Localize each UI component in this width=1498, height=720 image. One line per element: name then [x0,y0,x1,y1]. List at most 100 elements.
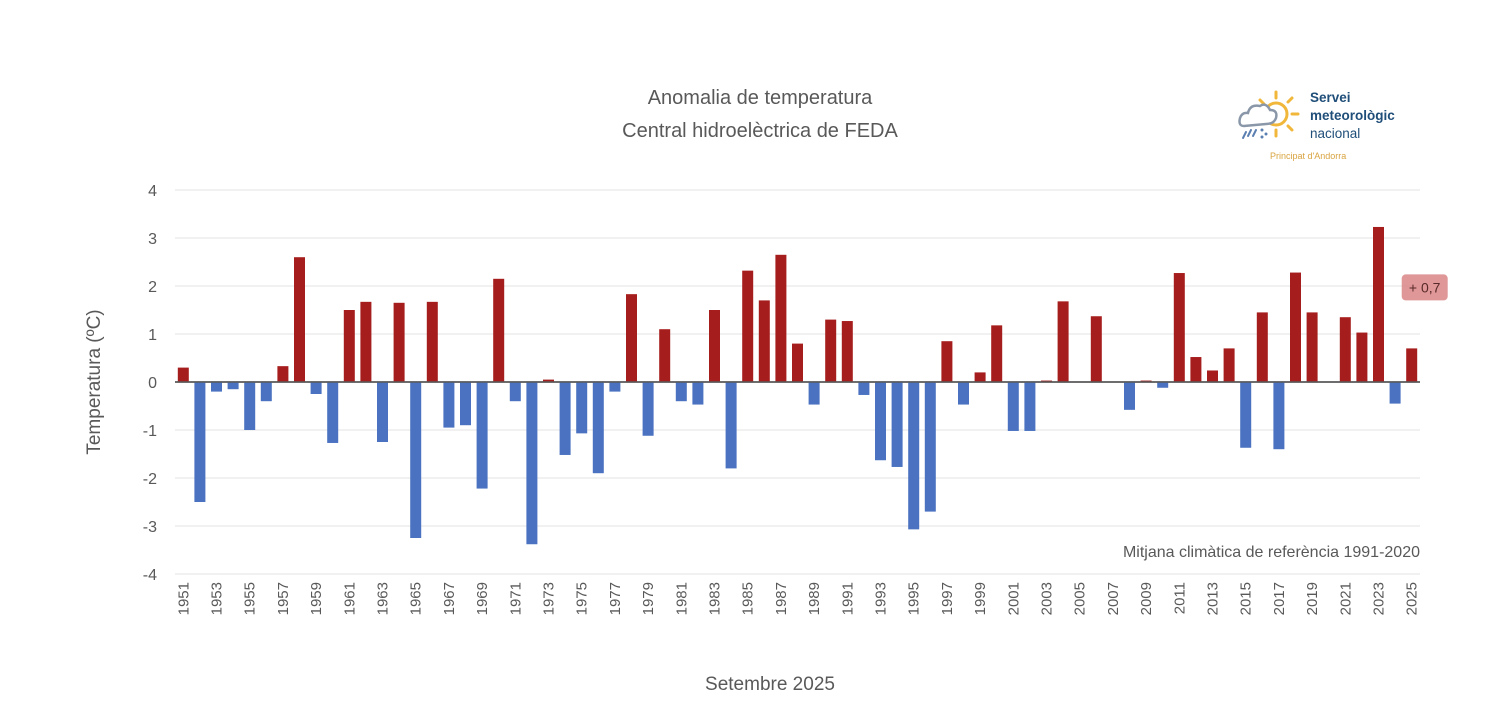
bar-2016 [1256,312,1268,382]
bar-1994 [891,382,903,467]
bar-1980 [659,329,671,382]
bar-2019 [1306,312,1318,382]
bar-1956 [260,382,272,402]
reference-note: Mitjana climàtica de referència 1991-202… [1123,544,1420,561]
bar-1977 [609,382,621,392]
sun-cloud-rain-icon [1238,90,1300,139]
bar-1995 [908,382,920,530]
x-tick-label: 2015 [1238,582,1255,615]
x-tick-label: 1977 [607,582,624,615]
x-tick-label: 1993 [873,582,890,615]
bar-2022 [1356,332,1368,382]
logo-line2: meteorològic [1310,108,1395,123]
bar-1951 [177,367,189,382]
x-tick-label: 2017 [1271,582,1288,615]
bar-2018 [1290,272,1301,382]
x-tick-label: 1973 [541,582,558,615]
bar-1982 [692,382,704,405]
bar-2017 [1273,382,1285,450]
bar-2012 [1190,357,1202,382]
bar-1973 [543,379,554,382]
x-tick-label: 2009 [1138,582,1155,615]
y-tick-label: 1 [148,327,157,344]
bar-1961 [343,310,355,382]
x-tick-label: 2019 [1304,582,1321,615]
bar-1959 [310,382,322,394]
y-tick-label: -3 [143,519,157,536]
y-tick-label: 4 [148,183,157,200]
annotation-label: + 0,7 [1409,279,1441,295]
x-tick-label: 2007 [1105,582,1122,615]
bar-1981 [675,382,687,402]
bar-1991 [841,321,853,382]
x-tick-label: 1991 [839,582,856,615]
bar-1971 [509,382,521,402]
x-tick-label: 1999 [972,582,989,615]
x-tick-label: 1985 [740,582,757,615]
bar-1996 [924,382,936,512]
bar-1999 [974,372,986,382]
x-tick-label: 1975 [574,582,591,615]
bar-1970 [493,278,505,382]
bar-2006 [1090,316,1102,382]
x-tick-label: 1983 [707,582,724,615]
bar-1990 [825,319,837,382]
bar-2023 [1373,226,1384,382]
bar-2002 [1024,382,1036,431]
bar-1957 [277,366,289,382]
x-tick-label: 1981 [673,582,690,615]
x-tick-label: 1971 [507,582,524,615]
bar-1986 [758,300,770,382]
bar-1966 [426,301,438,382]
chart-title: Anomalia de temperatura [647,87,873,109]
bar-1983 [709,310,720,382]
bar-2004 [1057,301,1069,382]
x-tick-label: 1951 [175,582,192,615]
bar-1984 [725,382,737,469]
bar-1975 [576,382,588,434]
bar-2010 [1157,382,1169,388]
bar-2001 [1007,382,1019,431]
x-tick-label: 1953 [209,582,226,615]
bar-1988 [792,343,803,382]
logo: Servei meteorològic nacional Principat d… [1236,88,1436,168]
bar-2025 [1406,348,1418,382]
x-tick-label: 1979 [640,582,657,615]
x-tick-label: 1961 [341,582,358,615]
bar-1978 [626,294,637,382]
logo-line3: nacional [1310,126,1361,141]
bar-1972 [526,382,538,545]
bar-1979 [642,382,654,436]
bar-1992 [858,382,870,395]
x-tick-label: 1987 [773,582,790,615]
x-tick-label: 2003 [1039,582,1056,615]
x-tick-label: 1965 [408,582,425,615]
x-tick-label: 1967 [441,582,458,615]
x-tick-label: 2001 [1005,582,1022,615]
y-tick-label: -1 [143,423,157,440]
y-axis-title: Temperatura (ºC) [84,309,105,454]
bar-1958 [294,257,305,382]
bar-1953 [211,382,222,392]
x-tick-label: 1989 [806,582,823,615]
bar-1967 [443,382,455,428]
bar-1968 [460,382,471,426]
y-tick-label: -2 [143,471,157,488]
bar-1985 [742,270,754,382]
x-tick-label: 1959 [308,582,325,615]
logo-subtitle: Principat d'Andorra [1270,151,1347,161]
bar-1997 [941,341,953,382]
x-tick-label: 1955 [242,582,259,615]
bar-1974 [559,382,571,455]
bar-2015 [1240,382,1252,448]
x-tick-label: 1969 [474,582,491,615]
x-tick-label: 2021 [1337,582,1354,615]
bar-1987 [775,254,787,382]
bar-1962 [360,301,372,382]
bar-2021 [1339,317,1351,382]
x-tick-label: 2013 [1205,582,1222,615]
bar-1993 [875,382,886,461]
bar-1960 [327,382,339,443]
bar-2014 [1223,348,1235,382]
x-tick-label: 2011 [1171,582,1188,614]
